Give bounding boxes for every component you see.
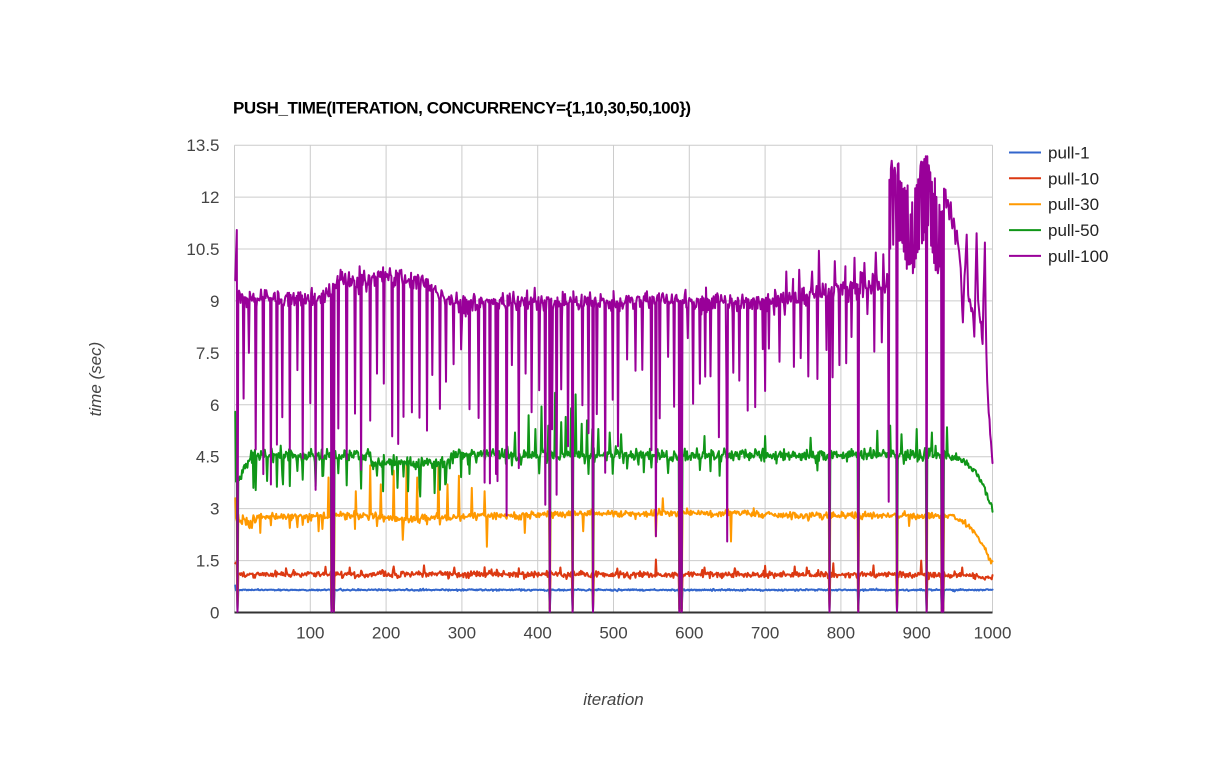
svg-text:7.5: 7.5: [196, 344, 220, 363]
svg-text:800: 800: [827, 623, 855, 642]
svg-text:3: 3: [210, 500, 219, 519]
svg-text:time (sec): time (sec): [86, 342, 105, 417]
svg-text:600: 600: [675, 623, 703, 642]
svg-text:4.5: 4.5: [196, 448, 220, 467]
svg-text:12: 12: [201, 188, 220, 207]
svg-text:9: 9: [210, 292, 219, 311]
svg-text:1.5: 1.5: [196, 552, 220, 571]
svg-text:300: 300: [448, 623, 476, 642]
svg-text:900: 900: [903, 623, 931, 642]
svg-text:PUSH_TIME(ITERATION, CONCURREN: PUSH_TIME(ITERATION, CONCURRENCY={1,10,3…: [233, 99, 691, 118]
svg-text:500: 500: [599, 623, 627, 642]
svg-text:10.5: 10.5: [186, 240, 219, 259]
svg-text:pull-100: pull-100: [1048, 247, 1109, 266]
svg-text:pull-50: pull-50: [1048, 221, 1099, 240]
svg-text:pull-30: pull-30: [1048, 195, 1099, 214]
svg-text:0: 0: [210, 604, 219, 623]
svg-text:100: 100: [296, 623, 324, 642]
svg-text:pull-1: pull-1: [1048, 144, 1090, 163]
svg-text:6: 6: [210, 396, 219, 415]
svg-text:200: 200: [372, 623, 400, 642]
svg-text:400: 400: [524, 623, 552, 642]
svg-text:iteration: iteration: [583, 690, 643, 709]
svg-text:1000: 1000: [974, 623, 1012, 642]
svg-text:pull-10: pull-10: [1048, 169, 1099, 188]
svg-text:13.5: 13.5: [186, 136, 219, 155]
svg-text:700: 700: [751, 623, 779, 642]
